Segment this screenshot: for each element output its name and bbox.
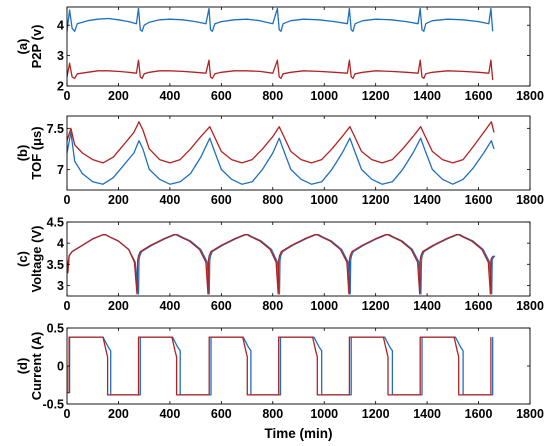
- panel-1-xtick-label: 1400: [413, 193, 441, 207]
- panel-0-xtick-label: 800: [262, 89, 283, 103]
- panel-2-axes-frame: [66, 221, 531, 297]
- panel-3-xtick-label: 1800: [516, 407, 544, 421]
- panel-1: 0 200 400 600 800 1000 1200 1400 1600 180077.5(b)…: [15, 115, 544, 207]
- panel-0-xtick-label: 200: [108, 89, 129, 103]
- x-axis-label: Time (min): [264, 426, 332, 441]
- panel-2-xtick-label: 1200: [362, 299, 390, 313]
- panel-3-xtick-label: 800: [262, 407, 283, 421]
- panel-3-xtick-label: 1000: [310, 407, 338, 421]
- panel-3-xtick-label: 1400: [413, 407, 441, 421]
- panel-3-ylabel-text: Current (A): [29, 332, 44, 401]
- panel-0-xtick-label: 1600: [465, 89, 493, 103]
- panel-0-xtick-label: 1800: [516, 89, 544, 103]
- panel-3-xtick-label: 200: [108, 407, 129, 421]
- panel-3-ytick-label: -0.5: [42, 398, 64, 412]
- panel-2-tag: (c): [15, 251, 30, 267]
- panel-2-ytick-label: 3: [57, 279, 64, 293]
- panel-2-ylabel-text: Voltage (V): [29, 226, 44, 293]
- panel-1-axes-frame: [66, 115, 531, 191]
- panel-1-xtick-label: 200: [108, 193, 129, 207]
- panel-1-ylabel: (b)TOF (μs): [15, 126, 44, 179]
- panel-2-xtick-label: 600: [211, 299, 232, 313]
- panel-2-xtick-label: 1800: [516, 299, 544, 313]
- panel-0-ylabel-text: P2P (v): [29, 25, 44, 69]
- panel-0-ytick-label: 4: [57, 19, 64, 33]
- panel-2-xtick-label: 1400: [413, 299, 441, 313]
- panel-0-xtick-label: 1000: [310, 89, 338, 103]
- panel-3-ylabel: (d)Current (A): [15, 332, 44, 401]
- panel-0: 0 200 400 600 800 1000 1200 1400 1600 1800 2 3 4 (a)P…: [15, 6, 544, 103]
- panel-3-xtick-label: 400: [159, 407, 180, 421]
- panel-0-ylabel: (a)P2P (v): [15, 25, 44, 69]
- panel-0-axes-frame: [66, 6, 531, 87]
- panel-0-tag: (a): [15, 39, 30, 55]
- panel-1-xtick-label: 1000: [310, 193, 338, 207]
- panel-0-xtick-label: 600: [211, 89, 232, 103]
- panel-1-series-0: [67, 131, 495, 185]
- panel-0-xtick-label: 1200: [362, 89, 390, 103]
- panel-1-xtick-label: 0: [64, 193, 71, 207]
- panel-1-tag: (b): [15, 145, 30, 162]
- panel-3-ytick-label: 0: [57, 360, 64, 374]
- panel-3: 0 200 400 600 800 1000 1200 1400 1600 1800-0.500.…: [15, 322, 544, 442]
- panel-0-ytick-label: 3: [57, 49, 64, 63]
- panel-3-axes-frame: [66, 327, 531, 405]
- panel-1-xtick-label: 1800: [516, 193, 544, 207]
- panel-0-xtick-label: 1400: [413, 89, 441, 103]
- panel-3-series-1: [67, 336, 492, 396]
- panel-1-xtick-label: 800: [262, 193, 283, 207]
- panel-2-xtick-label: 1000: [310, 299, 338, 313]
- panel-3-xtick-label: 600: [211, 407, 232, 421]
- panel-2-series-1: [67, 234, 494, 295]
- panel-2-ytick-label: 4: [57, 237, 64, 251]
- panel-3-series-0: [67, 336, 494, 396]
- panel-2-xtick-label: 0: [64, 299, 71, 313]
- panel-3-xtick-label: 0: [64, 407, 71, 421]
- panel-2-xtick-label: 1600: [465, 299, 493, 313]
- panel-2: 0 200 400 600 800 1000 1200 1400 1600 1800 3 3.5 4 4.…: [15, 216, 544, 314]
- panel-2-xtick-label: 200: [108, 299, 129, 313]
- panel-2-xtick-label: 800: [262, 299, 283, 313]
- panel-1-xtick-label: 600: [211, 193, 232, 207]
- panel-0-series-0: [67, 7, 494, 32]
- panel-1-series-1: [67, 121, 495, 164]
- panel-0-xtick-label: 400: [159, 89, 180, 103]
- panel-2-xtick-label: 400: [159, 299, 180, 313]
- panel-0-ytick-label: 2: [57, 80, 64, 94]
- panel-1-xtick-label: 1600: [465, 193, 493, 207]
- panel-1-ylabel-text: TOF (μs): [29, 126, 44, 179]
- panel-2-ytick-label: 4.5: [47, 216, 64, 230]
- panel-1-xtick-label: 400: [159, 193, 180, 207]
- panel-3-xtick-label: 1200: [362, 407, 390, 421]
- panel-1-xtick-label: 1200: [362, 193, 390, 207]
- panel-1-ytick-label: 7: [57, 163, 64, 177]
- panel-1-ytick-label: 7.5: [47, 122, 64, 136]
- panel-3-tag: (d): [15, 358, 30, 375]
- panel-2-ylabel: (c)Voltage (V): [15, 226, 44, 293]
- panel-3-ytick-label: 0.5: [47, 322, 64, 336]
- panel-0-xtick-label: 0: [64, 89, 71, 103]
- panel-3-xtick-label: 1600: [465, 407, 493, 421]
- panel-0-series-1: [67, 59, 494, 80]
- panel-2-series-0: [67, 234, 496, 295]
- panel-2-ytick-label: 3.5: [47, 258, 64, 272]
